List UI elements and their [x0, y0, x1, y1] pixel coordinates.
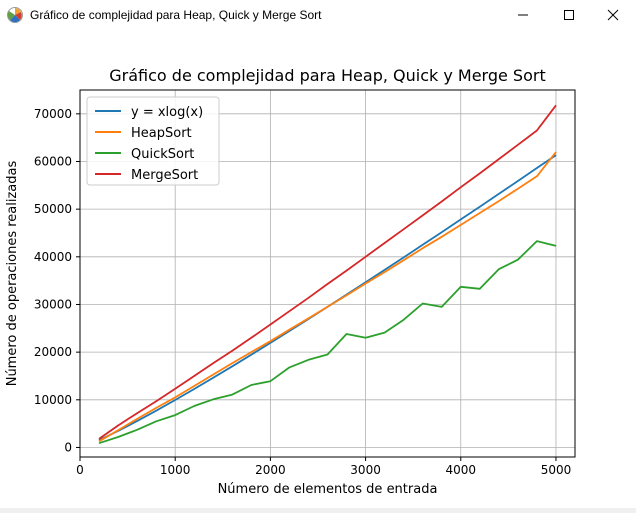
y-tick-label: 50000	[34, 202, 72, 216]
y-tick-label: 40000	[34, 250, 72, 264]
legend-entry: HeapSort	[131, 126, 192, 141]
y-tick-label: 10000	[34, 393, 72, 407]
series-line-4	[98, 104, 557, 440]
axes-frame	[79, 89, 576, 458]
series-lines	[98, 104, 557, 445]
y-tick-label: 60000	[34, 154, 72, 168]
legend-entry: y = xlog(x)	[131, 105, 203, 120]
series-line-3	[98, 240, 557, 445]
maximize-button[interactable]	[546, 0, 592, 30]
y-axis-label: Número de operaciones realizadas	[5, 161, 20, 387]
close-icon	[607, 9, 619, 21]
y-tick-label: 30000	[34, 297, 72, 311]
legend-box	[86, 96, 220, 186]
window-titlebar: Gráfico de complejidad para Heap, Quick …	[0, 0, 636, 30]
series-line-2	[98, 151, 557, 443]
legend-entry: MergeSort	[131, 168, 198, 183]
matplotlib-figure-icon	[7, 7, 23, 23]
figure-canvas: 0 1000 2000 3000 4000 5000 0 10000 20000 30000 400…	[0, 30, 636, 508]
x-tick-label: 3000	[350, 463, 381, 477]
maximize-icon	[564, 10, 574, 20]
x-tick-label: 4000	[445, 463, 476, 477]
window-bottom-edge	[0, 508, 636, 513]
series-line-1	[98, 154, 557, 442]
window-title: Gráfico de complejidad para Heap, Quick …	[30, 8, 322, 22]
x-tick-label: 2000	[255, 463, 286, 477]
x-axis-label: Número de elementos de entrada	[218, 482, 438, 497]
close-button[interactable]	[590, 0, 636, 30]
x-tick-label: 5000	[541, 463, 572, 477]
legend-entry: QuickSort	[131, 147, 194, 162]
line-chart: 0 1000 2000 3000 4000 50000100002000030000400…	[5, 66, 576, 497]
y-tick-label: 70000	[34, 107, 72, 121]
legend: y = xlog(x) HeapSort QuickSort MergeSort	[86, 96, 220, 186]
y-tick-label: 20000	[34, 345, 72, 359]
minimize-button[interactable]	[500, 0, 546, 30]
y-tick-label: 0	[64, 440, 72, 454]
chart-title: Gráfico de complejidad para Heap, Quick …	[109, 66, 545, 85]
minimize-icon	[518, 14, 528, 16]
axis-ticks: 0 1000 2000 3000 4000 50000100002000030000400…	[34, 107, 571, 477]
x-tick-label: 1000	[160, 463, 191, 477]
x-tick-label: 0	[76, 463, 84, 477]
